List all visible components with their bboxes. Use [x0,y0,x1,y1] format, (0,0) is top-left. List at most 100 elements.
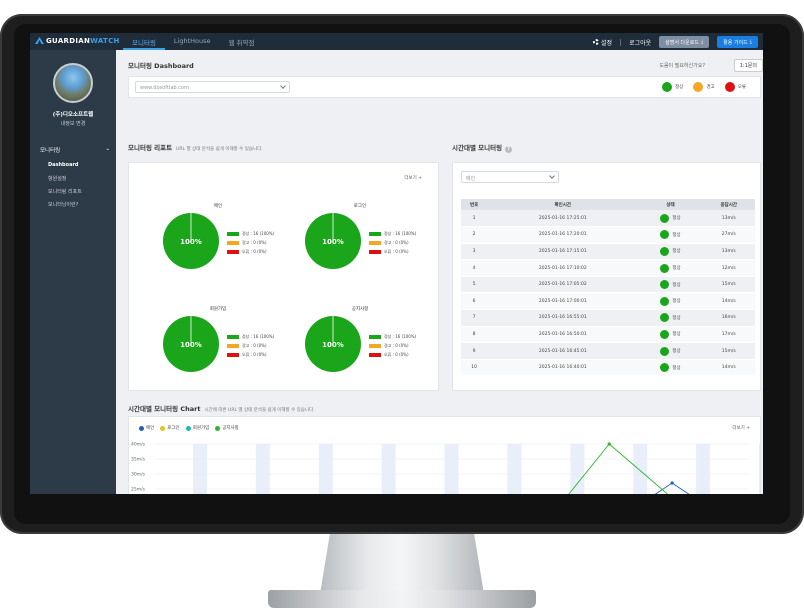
sidebar-item-dashboard[interactable]: Dashboard [48,162,79,168]
pie-main-svg [163,213,219,269]
data-point[interactable] [670,481,674,485]
report-more-link[interactable]: 더보기 + [404,176,422,181]
cell-status: 정상 [638,359,703,377]
cell-time: 2025-01-16 16:45:01 [487,342,639,360]
avatar[interactable] [53,63,93,103]
sidebar-menu-head[interactable]: 모니터링 ⌄ [40,146,110,154]
status-label: 정상 [672,332,681,338]
pie-legend: 정상 : 16 (100%) 경고 : 0 (0%) 오류 : 0 (0%) [369,332,416,359]
legend-label: 로그인 [167,426,180,431]
timetable: 번호 확인시간 상태 응답시간 1 2025-01-16 17:25:01 정상 13… [461,199,755,377]
pie-notice-svg [305,316,361,372]
status-wrap: 정상 [638,363,702,373]
cell-response: 27m/s [702,226,755,244]
settings-button[interactable]: 설정 [593,38,612,47]
legend-dot [215,425,221,431]
pie-name: 공지사항 [351,307,369,312]
cell-response: 14m/s [702,359,755,377]
divider [620,38,622,46]
pie-legend-row: 경고 : 0 (0%) [227,238,274,247]
sidebar-item-about[interactable]: 모니터닝이란? [48,202,79,208]
cell-no: 7 [461,309,488,327]
cell-time: 2025-01-16 16:40:01 [487,359,639,377]
pie-legend-label: 경고 : 0 (0%) [242,239,267,245]
col-header: 상태 [638,199,703,210]
status-wrap: 정상 [638,280,702,290]
series-line [568,443,669,494]
status-dot [660,213,670,223]
cell-response: 13m/s [702,210,755,228]
sidebar-item-report[interactable]: 모니터링 리포트 [48,189,82,195]
logo-primary-text: GUARDIAN [46,37,91,45]
top-navbar: GUARDIANWATCH 모니터링 LightHouse 웹 취약점 설정 로… [30,33,763,50]
nav-tab-monitoring[interactable]: 모니터링 [123,33,165,50]
cell-no: 2 [461,226,488,244]
status-dot [660,230,670,240]
cell-time: 2025-01-16 17:05:02 [487,276,639,294]
cell-time: 2025-01-16 17:15:01 [487,243,639,261]
pie-legend-row: 정상 : 16 (100%) [369,332,416,341]
nav-tab-lighthouse[interactable]: LightHouse [173,37,211,45]
edit-info-link[interactable]: 내정보 변경 [60,121,86,127]
timetable-card: 메인 번호 확인시간 상태 응답시간 1 2025-01-16 17:25:01 정… [452,162,761,391]
chart-band [255,444,270,494]
legend-label: 공지사항 [222,426,239,431]
cell-no: 1 [461,210,488,228]
chart-band [696,444,711,494]
monitor-stand-base [268,590,536,608]
status-label: 정상 [672,216,681,222]
url-select[interactable]: www.dosoftlab.com [135,81,290,93]
cell-no: 5 [461,276,488,294]
pie-legend-label: 정상 : 16 (100%) [384,333,417,339]
timetable-section-title: 시간대별 모니터링? [452,142,513,153]
col-header: 응답시간 [702,199,755,210]
download-icon: ⤓ [749,39,752,45]
pie-legend-label: 오류 : 0 (0%) [242,351,267,357]
chart-legend-item[interactable]: 회원가입 [185,425,209,431]
legend-swatch [369,352,381,357]
chevron-down-icon [280,83,286,89]
chart-more-link[interactable]: 더보기 + [732,426,750,431]
pie-legend-label: 오류 : 0 (0%) [384,351,409,357]
table-row: 6 2025-01-16 17:00:01 정상 14m/s [461,292,755,311]
status-dot [660,329,670,339]
inquiry-button[interactable]: 1:1문의 [733,59,763,72]
legend-swatch [369,240,381,245]
pie-percent: 100% [180,238,202,246]
status-legend-item: 오류 [724,82,746,92]
logout-button[interactable]: 로그아웃 [629,39,652,47]
chart-band [444,444,459,494]
nav-tab-web-vulnerability[interactable]: 웹 취약점 [228,39,255,47]
legend-swatch [227,231,239,236]
page-select[interactable]: 메인 [461,171,559,183]
pie-chart-notice: 공지사항 100% 정상 : 16 (100%) 경고 : 0 (0%) 오류 : 0 … [285,306,435,396]
cell-response: 16m/s [702,309,755,327]
download-icon: ⤓ [700,39,704,45]
cell-status: 정상 [638,210,703,228]
legend-swatch [369,249,381,254]
chart-legend-item[interactable]: 로그인 [160,425,180,431]
download-manual-button[interactable]: 설명서 다운로드 ⤓ [659,36,710,48]
legend-swatch [227,352,239,357]
data-point[interactable] [607,442,611,446]
legend-dot [185,425,191,431]
status-wrap: 정상 [638,263,702,273]
chart-legend-item[interactable]: 메인 [139,425,154,431]
cell-time: 2025-01-16 17:20:01 [487,226,639,244]
pie-legend-label: 오류 : 0 (0%) [384,248,409,254]
app-logo[interactable]: GUARDIANWATCH [35,37,120,45]
usage-guide-button[interactable]: 활용 가이드 ⤓ [717,36,758,48]
cell-status: 정상 [638,292,703,311]
table-header-row: 번호 확인시간 상태 응답시간 [461,199,755,210]
help-icon[interactable]: ? [505,146,513,153]
status-label: 정상 [672,266,681,272]
status-dot [724,82,735,92]
logo-icon [35,37,44,44]
sidebar-item-settings[interactable]: 항원설정 [48,176,67,182]
chart-band [759,444,760,494]
status-label: 정상 [672,349,681,355]
chart-title: 시간대별 모니터링 Chart [128,405,201,413]
chart-legend-item[interactable]: 공지사항 [215,425,239,431]
legend-swatch [227,240,239,245]
pie-percent: 100% [180,341,202,349]
